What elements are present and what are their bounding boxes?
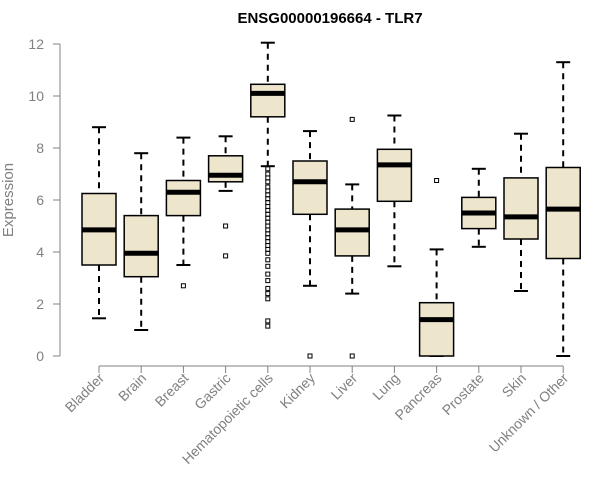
outlier-hematopoietic-cells-30 [265, 323, 271, 329]
box-rect-gastric [207, 155, 244, 183]
box-gastric [207, 135, 244, 259]
box-rect-pancreas [418, 301, 455, 357]
x-tick-label-kidney: Kidney [277, 370, 319, 412]
box-rect-lung [376, 148, 413, 203]
outlier-hematopoietic-cells-27 [265, 291, 271, 297]
box-rect-unknown-other [545, 166, 581, 260]
outlier-hematopoietic-cells-21 [265, 250, 271, 256]
box-skin [503, 132, 539, 292]
outlier-hematopoietic-cells-3 [265, 179, 271, 185]
outlier-hematopoietic-cells-23 [265, 263, 271, 269]
box-rect-hematopoietic-cells [250, 83, 286, 118]
box-rect-skin [503, 177, 539, 240]
outlier-breast-0 [180, 283, 186, 289]
axes: 0 2 4 6 8 10 12 [28, 36, 564, 373]
boxes-group [81, 41, 581, 359]
y-tick-label-0: 0 [36, 348, 44, 364]
outlier-hematopoietic-cells-24 [265, 271, 271, 277]
x-tick-label-unknown-other: Unknown / Other [486, 370, 572, 456]
y-tick-label-6: 6 [36, 192, 44, 208]
outlier-hematopoietic-cells-0 [265, 166, 271, 172]
y-tick-label-12: 12 [28, 36, 44, 52]
outlier-hematopoietic-cells-29 [265, 318, 271, 324]
outlier-hematopoietic-cells-22 [265, 257, 271, 263]
box-bladder [81, 126, 117, 320]
y-tick-label-2: 2 [36, 296, 44, 312]
box-breast [165, 136, 202, 289]
outlier-hematopoietic-cells-26 [265, 285, 271, 291]
x-tick-label-bladder: Bladder [62, 370, 108, 416]
box-hematopoietic-cells [250, 41, 286, 329]
box-pancreas [418, 178, 455, 357]
outlier-gastric-0 [223, 223, 229, 229]
outlier-liver-1 [349, 353, 355, 359]
box-liver [334, 116, 370, 359]
y-axis-label: Expression [0, 163, 17, 237]
outlier-liver-0 [349, 116, 355, 122]
box-prostate [461, 167, 497, 248]
outlier-pancreas-0 [434, 178, 440, 183]
x-tick-label-brain: Brain [115, 370, 149, 404]
outlier-gastric-1 [223, 253, 229, 259]
box-unknown-other [545, 61, 581, 357]
outlier-hematopoietic-cells-28 [265, 296, 271, 302]
outlier-kidney-0 [307, 353, 313, 359]
box-brain [123, 152, 159, 331]
x-tick-label-skin: Skin [499, 370, 530, 401]
box-rect-breast [165, 179, 202, 217]
x-tick-label-breast: Breast [152, 370, 192, 410]
box-rect-brain [123, 214, 159, 278]
outlier-hematopoietic-cells-25 [265, 278, 271, 284]
y-tick-label-8: 8 [36, 140, 44, 156]
x-tick-label-liver: Liver [328, 370, 361, 403]
box-lung [376, 114, 413, 268]
box-rect-liver [334, 208, 370, 257]
y-tick-label-10: 10 [28, 88, 44, 104]
x-tick-label-prostate: Prostate [439, 370, 487, 418]
chart-title: ENSG00000196664 - TLR7 [237, 10, 422, 27]
x-tick-label-pancreas: Pancreas [392, 370, 445, 423]
box-rect-kidney [292, 160, 328, 216]
y-tick-label-4: 4 [36, 244, 44, 260]
x-tick-label-lung: Lung [369, 370, 402, 403]
box-kidney [292, 130, 328, 359]
